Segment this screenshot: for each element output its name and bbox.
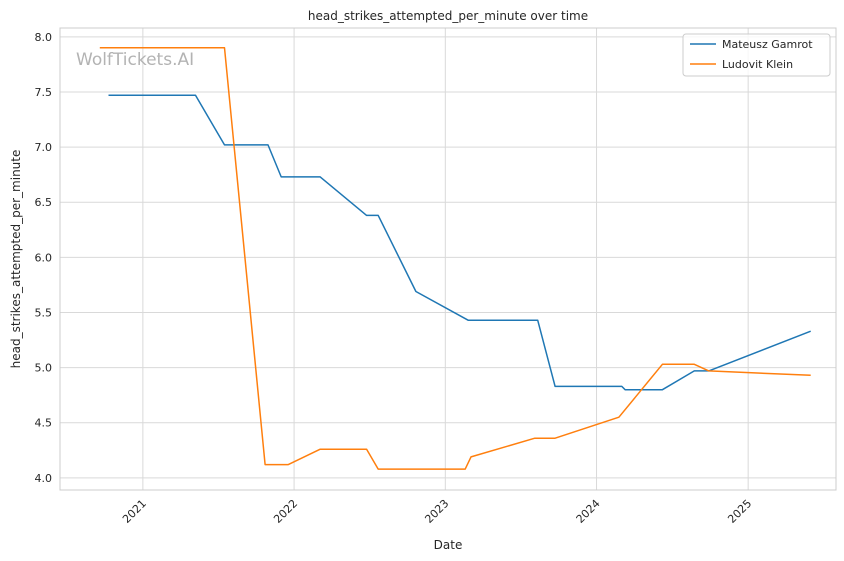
x-tick-label: 2025 [725, 497, 754, 526]
series-line-ludovit-klein [99, 47, 811, 470]
y-tick-label: 7.5 [35, 86, 53, 99]
chart-title: head_strikes_attempted_per_minute over t… [308, 9, 588, 23]
y-axis-label: head_strikes_attempted_per_minute [9, 150, 23, 369]
watermark: WolfTickets.AI [76, 50, 194, 70]
y-tick-label: 6.5 [35, 196, 53, 209]
x-tick-label: 2024 [574, 497, 603, 526]
legend-label-mateusz-gamrot: Mateusz Gamrot [722, 38, 813, 51]
series-line-mateusz-gamrot [108, 94, 811, 391]
y-tick-label: 7.0 [35, 141, 53, 154]
plot-frame [59, 27, 837, 491]
y-tick-label: 5.5 [35, 306, 53, 319]
x-axis-ticks: 2021 2022 2023 2024 2025 [120, 497, 754, 526]
x-tick-label: 2022 [271, 497, 300, 526]
legend-label-ludovit-klein: Ludovit Klein [722, 58, 793, 71]
x-axis-label: Date [434, 538, 463, 552]
y-tick-label: 5.0 [35, 362, 53, 375]
x-tick-label: 2021 [120, 497, 149, 526]
y-axis-ticks: 4.0 4.5 5.0 5.5 6.0 6.5 7.0 7.5 8.0 [35, 31, 53, 485]
legend-box [682, 33, 831, 77]
y-tick-label: 6.0 [35, 251, 53, 264]
series-lines [99, 47, 811, 470]
x-tick-label: 2023 [422, 497, 451, 526]
grid [60, 28, 836, 490]
legend: Mateusz Gamrot Ludovit Klein [682, 33, 831, 77]
y-tick-label: 4.0 [35, 472, 53, 485]
y-tick-label: 8.0 [35, 31, 53, 44]
y-tick-label: 4.5 [35, 417, 53, 430]
